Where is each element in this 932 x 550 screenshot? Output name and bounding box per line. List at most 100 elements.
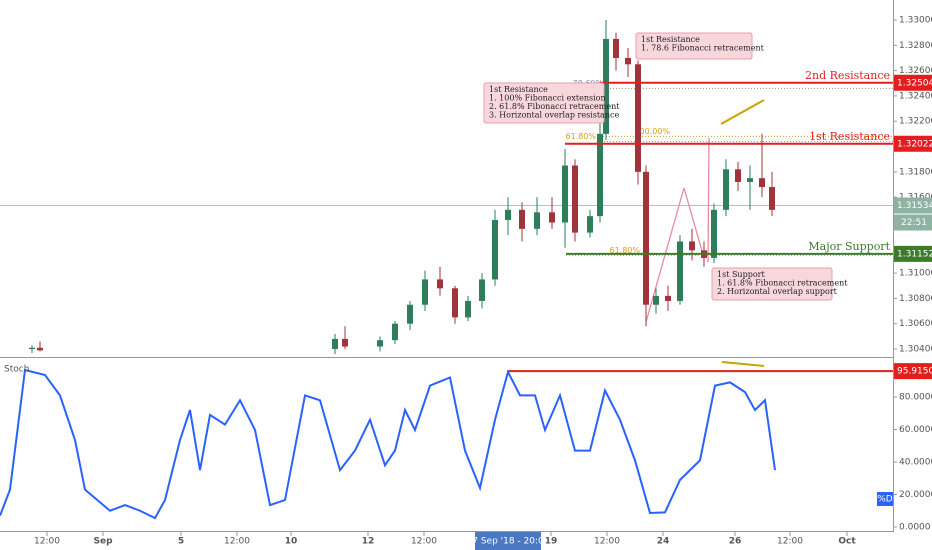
- y-tick-label: 1.32800: [899, 41, 932, 51]
- series-label: %D: [877, 494, 893, 504]
- y-tick-label: 1.32400: [899, 91, 932, 101]
- candle-body: [597, 133, 603, 217]
- x-tick-label: 5: [178, 537, 184, 547]
- candle-body: [562, 165, 568, 223]
- y-tick-label: 60.0000: [899, 425, 932, 435]
- y-tick-label: 20.0000: [899, 490, 932, 500]
- level-box: [894, 135, 932, 152]
- annotation-text: 1st Support: [717, 270, 765, 279]
- x-tick-label: 12:00: [34, 537, 60, 547]
- candle-body: [342, 338, 348, 347]
- candle-body: [643, 171, 649, 305]
- trend-line: [720, 99, 765, 125]
- y-tick-label: 40.0000: [899, 457, 932, 467]
- fib-label: 61.80%: [609, 246, 640, 255]
- candle-body: [549, 212, 555, 223]
- annotation-text: 1. 78.6 Fibonacci retracement: [641, 44, 765, 53]
- x-tick-label: 12:00: [411, 537, 437, 547]
- candle-body: [625, 57, 631, 65]
- candle-body: [519, 209, 525, 229]
- annotation-text: 1st Resistance: [641, 35, 700, 44]
- time-label: 22:51: [901, 218, 927, 228]
- annotation-text: 2. Horizontal overlap support: [717, 287, 838, 296]
- candle-body: [422, 279, 428, 305]
- candle-body: [603, 38, 609, 134]
- y-tick-label: 0.0000: [899, 522, 931, 532]
- y-tick-label: 1.30600: [899, 319, 932, 329]
- level-name: 2nd Resistance: [805, 69, 890, 82]
- annotation-box: [635, 32, 753, 60]
- annotation-text: 3. Horizontal overlap resistance: [489, 111, 619, 120]
- stoch-level-box: [894, 363, 932, 380]
- candle-body: [587, 216, 593, 233]
- candle-body: [759, 178, 765, 188]
- candle-body: [572, 165, 578, 233]
- x-tick-label: 17 Sep '18 - 20:00: [467, 537, 550, 547]
- y-tick-label: 1.32200: [899, 117, 932, 127]
- candle-body: [677, 241, 683, 301]
- x-tick-label: 19: [545, 537, 558, 547]
- x-tick-label: 24: [657, 537, 670, 547]
- candle-body: [465, 300, 471, 318]
- y-tick-label: 1.33000: [899, 15, 932, 25]
- annotation-text: 1. 100% Fibonacci extension: [489, 94, 606, 103]
- level-box: [894, 245, 932, 262]
- time-box: [894, 214, 932, 231]
- level-label: 1.32022: [897, 139, 932, 149]
- level-box: [894, 74, 932, 91]
- y-tick-label: 1.30800: [899, 294, 932, 304]
- candle-body: [505, 209, 511, 220]
- plot: 1.33000 1.32800 1.32600 1.32400 1.32200 1.318…: [0, 15, 932, 550]
- candle-body: [723, 169, 729, 210]
- candle-body: [613, 38, 619, 58]
- series-label-box: [877, 491, 893, 506]
- candle-body: [452, 288, 458, 318]
- y-tick-label: 1.31000: [899, 269, 932, 279]
- candle-body: [735, 169, 741, 182]
- current-price-label: 1.31534: [897, 201, 932, 211]
- annotation-box: [711, 267, 833, 301]
- x-tick-label: Sep: [93, 537, 113, 547]
- crosshair-time-box: [475, 532, 541, 550]
- fib-label: 100.00%: [634, 127, 670, 136]
- candle-body: [407, 304, 413, 324]
- stoch-level-label: 95.9150: [897, 367, 932, 377]
- candle-body: [479, 279, 485, 301]
- candle-body: [665, 295, 671, 301]
- trend-line: [721, 361, 765, 367]
- indicator-name: Stoch: [4, 365, 29, 375]
- level-name: Major Support: [808, 240, 890, 253]
- candle-body: [689, 241, 695, 251]
- x-tick-label: 10: [285, 537, 298, 547]
- annotation-text: 2. 61.8% Fibonacci retracement: [489, 102, 620, 111]
- candle-body: [377, 340, 383, 347]
- y-tick-label: 80.0000: [899, 392, 932, 402]
- candle-body: [332, 338, 338, 350]
- candle-body: [635, 64, 641, 172]
- candle-body: [769, 187, 775, 210]
- x-tick-label: Oct: [838, 537, 856, 547]
- candle-body: [747, 178, 753, 182]
- current-price-box: [894, 197, 932, 214]
- level-label: 1.31152: [897, 249, 932, 259]
- level-label: 1.32504: [897, 78, 932, 88]
- candle-body: [492, 219, 498, 280]
- annotation-text: 1st Resistance: [489, 85, 548, 94]
- x-tick-label: 12: [362, 537, 375, 547]
- y-tick-label: 1.32600: [899, 66, 932, 76]
- candle-body: [392, 323, 398, 341]
- x-tick-label: 12:00: [777, 537, 803, 547]
- y-tick-label: 1.31800: [899, 167, 932, 177]
- candle-body: [437, 279, 443, 289]
- candle-body: [534, 212, 540, 229]
- x-tick-label: 12:00: [224, 537, 250, 547]
- x-tick-label: 26: [729, 537, 742, 547]
- annotation-box: [483, 82, 605, 124]
- candle-body: [29, 347, 35, 350]
- candle-body: [711, 209, 717, 258]
